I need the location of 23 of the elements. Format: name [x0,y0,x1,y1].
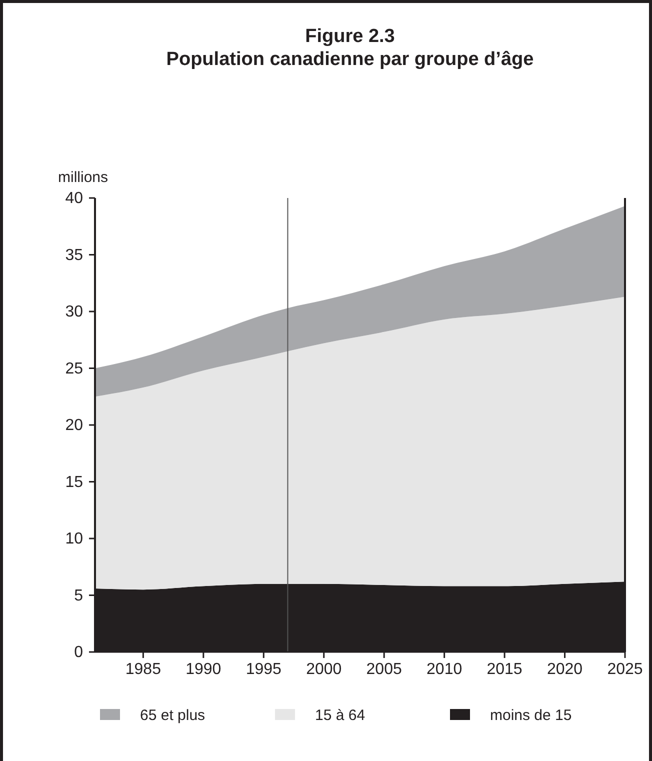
y-tick-label: 40 [65,190,84,207]
x-tick-label: 2015 [486,661,522,678]
x-tick-label: 2020 [546,661,583,678]
y-tick-label: 25 [65,360,84,378]
x-tick-label: 1985 [125,661,162,678]
y-tick-label: 35 [65,246,84,264]
x-tick-label: 1990 [186,661,222,678]
y-tick-label: 30 [65,304,84,320]
legend-label: moins de 15 [490,707,572,724]
y-tick-label: 10 [65,530,84,548]
y-tick-label: 5 [74,587,84,604]
x-tick-label: 2000 [306,661,342,678]
legend-label: 15 à 64 [315,707,366,724]
y-tick-label: 15 [65,474,84,491]
x-tick-label: 2005 [366,661,402,678]
x-tick-label: 2010 [426,661,462,678]
chart-title: Figure 2.3 Population canadienne par groupe d’âge [166,26,534,70]
y-axis-title: millions [58,169,108,186]
y-tick-label: 20 [65,417,84,434]
y-tick-label: 0 [74,644,84,661]
x-tick-label: 2025 [607,661,643,678]
x-tick-label: 1995 [246,661,282,678]
legend-label: 65 et plus [140,707,206,724]
